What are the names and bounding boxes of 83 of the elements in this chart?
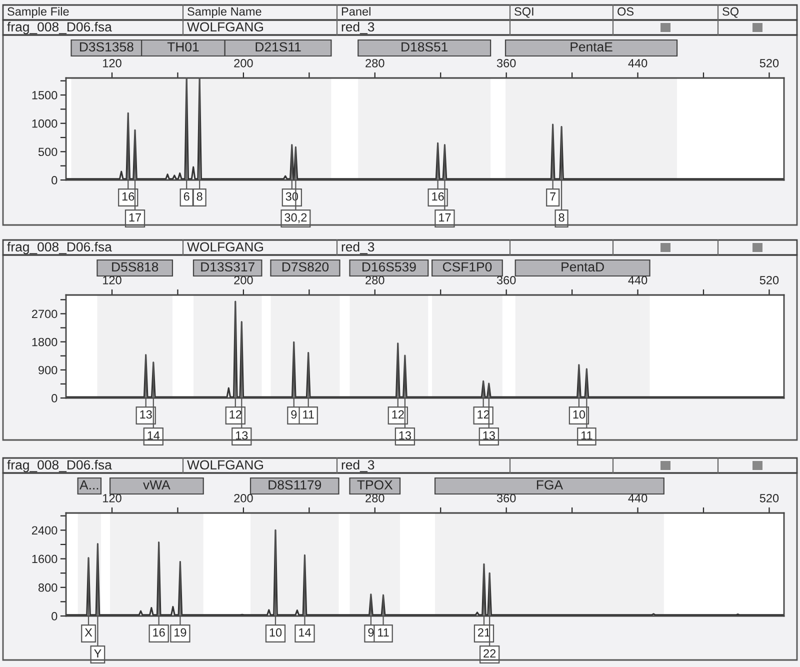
annotation: 13 — [399, 431, 412, 440]
text: Sample File — [8, 7, 69, 18]
annotation: 13 — [236, 431, 248, 440]
x-tick-label: 520 — [760, 276, 779, 284]
x-tick-label: 200 — [234, 58, 253, 68]
annotation: Y — [94, 649, 102, 658]
annotation: 11 — [378, 628, 389, 637]
annotation: 8 — [558, 213, 564, 222]
annotation: 11 — [581, 431, 592, 440]
x-tick-label: 520 — [760, 58, 779, 68]
annotation: 17 — [129, 213, 141, 222]
annotation: 9 — [291, 410, 297, 419]
text: WOLFGANG — [187, 460, 263, 470]
text: red_3 — [342, 460, 374, 472]
annotation: 17 — [439, 213, 451, 222]
text: frag_008_D06.fsa — [7, 22, 112, 34]
annotation: 8 — [196, 192, 202, 201]
band-label: D3S1358 — [80, 42, 134, 52]
band-label: D18S51 — [402, 42, 448, 52]
y-tick-label: 0 — [52, 176, 58, 184]
y-tick-label: 500 — [38, 148, 58, 156]
annotation: 16 — [153, 628, 165, 637]
x-tick-label: 120 — [103, 58, 122, 68]
y-tick-label: 0 — [52, 612, 58, 620]
annotation: 16 — [432, 192, 444, 201]
text: OS — [618, 7, 634, 16]
text: WOLFGANG — [187, 22, 263, 32]
annotation: 10 — [573, 410, 586, 419]
y-tick-label: 1600 — [32, 554, 58, 564]
text: Sample Name — [188, 7, 262, 18]
text: SQ — [722, 7, 738, 18]
band-label: A... — [80, 480, 98, 490]
band-label: D7S820 — [282, 262, 329, 272]
annotation: 13 — [140, 410, 152, 419]
annotation: 16 — [122, 192, 134, 201]
band-label: D5S818 — [112, 262, 158, 272]
band-label: TH01 — [167, 42, 199, 52]
y-tick-label: 0 — [52, 394, 58, 402]
annotation: 7 — [550, 192, 556, 201]
x-tick-label: 440 — [628, 276, 648, 284]
y-tick-label: 1800 — [32, 338, 58, 346]
annotation: 11 — [303, 410, 314, 419]
text: frag_008_D06.fsa — [7, 242, 112, 254]
annotation: 14 — [148, 431, 160, 440]
band-label: D21S11 — [256, 42, 301, 52]
x-tick-label: 200 — [234, 494, 253, 502]
y-tick-label: 2400 — [32, 526, 58, 535]
x-tick-label: 280 — [366, 58, 384, 68]
text: red_3 — [342, 22, 374, 34]
line-series — [66, 78, 784, 180]
x-tick-label: 360 — [496, 58, 516, 68]
annotation: 30,2 — [284, 213, 307, 224]
legend-label: D8S1179 — [268, 480, 322, 490]
annotation: 22 — [484, 649, 496, 658]
text: Panel — [342, 7, 370, 16]
band-label: vWA — [143, 480, 170, 490]
x-tick-label: 440 — [628, 494, 648, 502]
y-tick-label: 900 — [38, 366, 58, 374]
annotation: X — [84, 628, 92, 637]
band-label: CSF1P0 — [442, 262, 492, 272]
y-tick-label: 2700 — [32, 310, 58, 318]
annotation: 10 — [270, 628, 282, 637]
band-label: D13S317 — [201, 262, 254, 272]
band-label: PentaE — [570, 42, 612, 52]
y-tick-label: 1000 — [32, 119, 58, 128]
annotation: 6 — [184, 192, 190, 201]
x-tick-label: 360 — [496, 276, 516, 284]
band-label: PentaD — [562, 262, 604, 272]
band-label: D16S539 — [362, 262, 416, 272]
text: WOLFGANG — [187, 242, 263, 252]
band-label: FGA — [536, 480, 563, 490]
text: SQI — [514, 7, 534, 18]
annotation: 19 — [174, 628, 186, 637]
text: frag_008_D06.fsa — [7, 460, 112, 472]
y-tick-label: 1500 — [32, 91, 58, 100]
annotation: 13 — [483, 431, 495, 440]
x-tick-label: 520 — [760, 494, 779, 502]
annotation: 14 — [299, 628, 311, 637]
annotation: 12 — [392, 410, 404, 419]
x-tick-label: 440 — [628, 58, 648, 68]
text: red_3 — [342, 242, 374, 254]
band-label: TPOX — [357, 480, 393, 490]
y-tick-label: 800 — [38, 583, 58, 592]
